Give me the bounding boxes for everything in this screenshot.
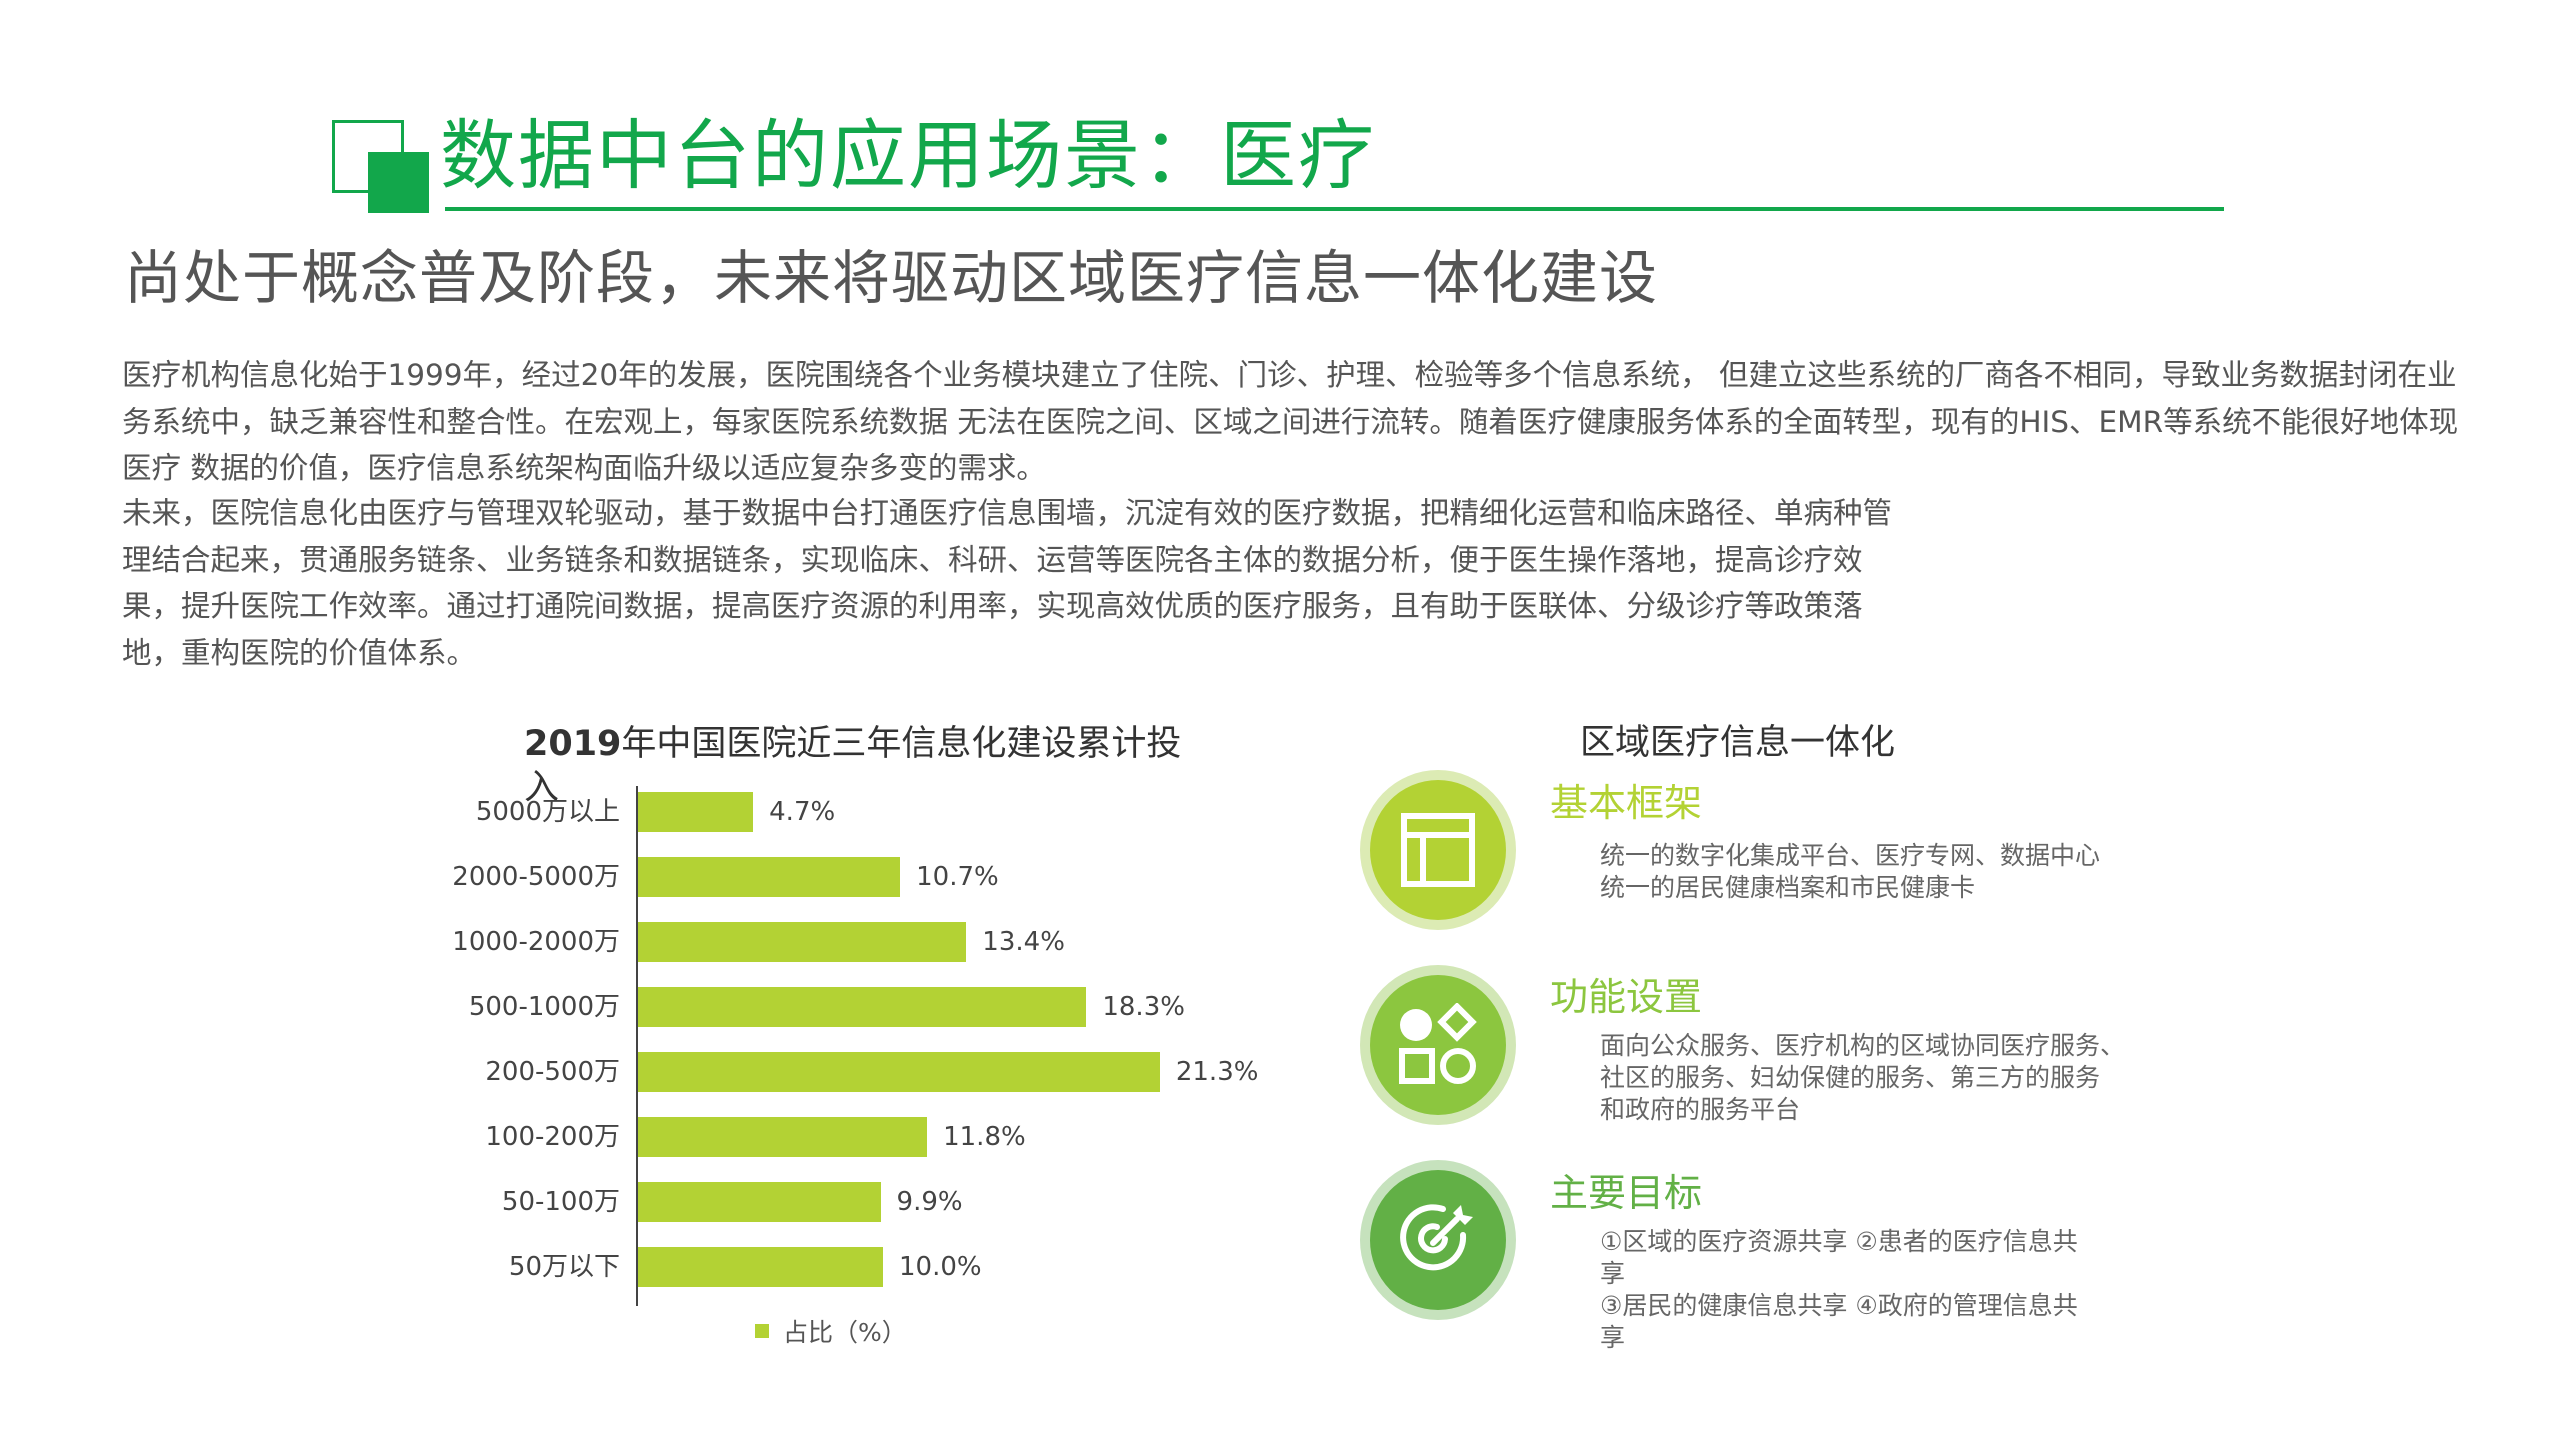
bar-category-label: 500-1000万 <box>468 992 620 1022</box>
layout-icon <box>1401 813 1475 887</box>
bar-category-label: 50万以下 <box>508 1252 620 1282</box>
chart-title-text: 年中国医院近三年信息化建设累计投入 <box>524 724 1182 808</box>
bar-category-label: 2000-5000万 <box>452 862 620 892</box>
item-line: 社区的服务、妇幼保健的服务、第三方的服务 <box>1600 1063 2101 1092</box>
chart-title-year: 2019 <box>524 724 622 764</box>
bar <box>638 987 1087 1027</box>
bar-value-label: 9.9% <box>896 1187 963 1217</box>
item-line: 面向公众服务、医疗机构的区域协同医疗服务、 <box>1600 1031 2126 1060</box>
bar-value-label: 13.4% <box>982 927 1065 957</box>
bar <box>638 1052 1160 1092</box>
bar-category-label: 200-500万 <box>485 1057 620 1087</box>
item-line: ③居民的健康信息共享 ④政府的管理信息共 <box>1600 1291 2078 1320</box>
title-decoration-filled-square <box>368 152 429 213</box>
title-underline <box>445 207 2224 211</box>
item-disc-function <box>1370 975 1506 1115</box>
page-title: 数据中台的应用场景：医疗 <box>440 111 1376 200</box>
chart-y-axis <box>636 786 638 1306</box>
page-subtitle: 尚处于概念普及阶段，未来将驱动区域医疗信息一体化建设 <box>124 244 1659 312</box>
chart-title: 2019年中国医院近三年信息化建设累计投入 <box>524 722 1204 810</box>
item-disc-goal <box>1370 1170 1506 1310</box>
bar <box>638 857 901 897</box>
bar <box>638 922 967 962</box>
item-heading-framework: 基本框架 <box>1550 781 1703 825</box>
item-disc-framework <box>1370 780 1506 920</box>
item-heading-goal: 主要目标 <box>1550 1171 1703 1215</box>
panel-title: 区域医疗信息一体化 <box>1580 723 1896 763</box>
bar-value-label: 4.7% <box>769 797 836 827</box>
bar <box>638 1247 883 1287</box>
bar-category-label: 50-100万 <box>501 1187 620 1217</box>
item-line: 享 <box>1600 1259 1626 1288</box>
intro-paragraph: 医疗机构信息化始于1999年，经过20年的发展，医院围绕各个业务模块建立了住院、… <box>122 358 2459 485</box>
item-line: 和政府的服务平台 <box>1600 1095 1801 1124</box>
bar-value-label: 11.8% <box>943 1122 1026 1152</box>
shapes-icon <box>1399 1003 1477 1084</box>
item-body-framework: 统一的数字化集成平台、医疗专网、数据中心 统一的居民健康档案和市民健康卡 <box>1600 840 2160 904</box>
bar-value-label: 21.3% <box>1175 1057 1259 1087</box>
bar-category-label: 1000-2000万 <box>452 927 620 957</box>
bar-value-label: 10.7% <box>916 862 999 892</box>
target-icon <box>1400 1204 1473 1271</box>
item-line: ①区域的医疗资源共享 ②患者的医疗信息共 <box>1600 1227 2078 1256</box>
item-line: 统一的居民健康档案和市民健康卡 <box>1600 873 1976 902</box>
bar-category-label: 5000万以上 <box>475 797 620 827</box>
item-line: 享 <box>1600 1323 1626 1352</box>
bar <box>638 1182 881 1222</box>
item-body-function: 面向公众服务、医疗机构的区域协同医疗服务、 社区的服务、妇幼保健的服务、第三方的… <box>1600 1030 2160 1126</box>
bar <box>638 792 754 832</box>
legend-swatch <box>755 1324 769 1338</box>
item-body-goal: ①区域的医疗资源共享 ②患者的医疗信息共 享 ③居民的健康信息共享 ④政府的管理… <box>1600 1226 2160 1354</box>
future-paragraph: 未来，医院信息化由医疗与管理双轮驱动，基于数据中台打通医疗信息围墙，沉淀有效的医… <box>122 496 1893 670</box>
bar-value-label: 18.3% <box>1102 992 1185 1022</box>
bar-value-label: 10.0% <box>899 1252 982 1282</box>
bar <box>638 1117 928 1157</box>
chart-legend: 占比（%） <box>755 1313 907 1349</box>
item-heading-function: 功能设置 <box>1550 975 1703 1019</box>
item-line: 统一的数字化集成平台、医疗专网、数据中心 <box>1600 841 2101 870</box>
bar-category-label: 100-200万 <box>485 1122 620 1152</box>
legend-label: 占比（%） <box>783 1318 907 1347</box>
